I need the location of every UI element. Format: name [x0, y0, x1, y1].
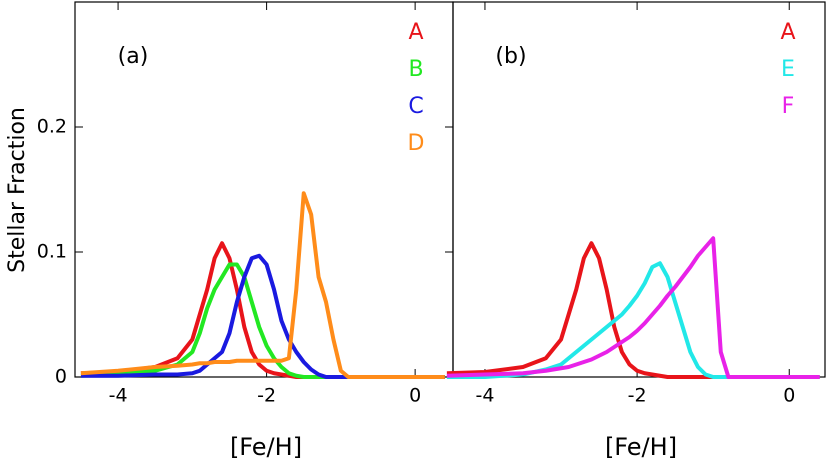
x-tick-label: 0 — [409, 385, 421, 407]
y-tick-label: 0.2 — [37, 116, 67, 138]
x-tick-label: 0 — [783, 385, 795, 407]
panel-label: (a) — [118, 44, 149, 69]
y-tick-label: 0.1 — [37, 241, 67, 263]
legend-label: D — [408, 131, 425, 156]
series-line — [80, 241, 445, 379]
series-line — [80, 253, 445, 379]
legend-label: A — [408, 20, 423, 45]
legend-label: A — [780, 20, 795, 45]
legend-label: B — [408, 57, 423, 82]
series-line — [446, 261, 820, 379]
series-line — [80, 191, 445, 379]
x-tick-label: -2 — [628, 385, 647, 407]
y-axis-label: Stellar Fraction — [5, 107, 30, 273]
legend-label: F — [782, 94, 795, 119]
legend-label: E — [781, 57, 795, 82]
x-tick-label: -2 — [257, 385, 276, 407]
x-axis-label: [Fe/H] — [230, 433, 302, 461]
plot-frame — [452, 1, 826, 378]
y-tick-label: 0 — [55, 366, 67, 388]
x-tick-label: -4 — [475, 385, 494, 407]
x-tick-label: -4 — [109, 385, 128, 407]
series-line — [446, 236, 820, 379]
series-line — [446, 241, 820, 379]
x-axis-label: [Fe/H] — [605, 433, 677, 461]
legend-label: C — [408, 94, 423, 119]
panel-label: (b) — [495, 44, 526, 69]
